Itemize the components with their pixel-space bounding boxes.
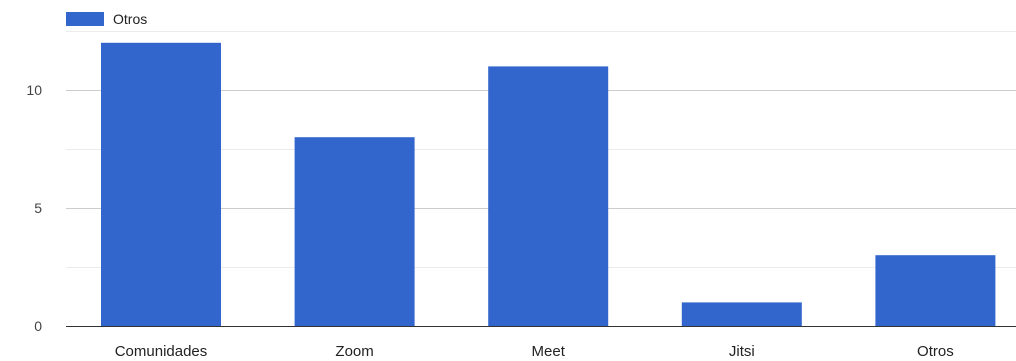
- x-axis-labels: Comunidades Zoom Meet Jitsi Otros: [115, 343, 954, 360]
- y-tick-label: 10: [26, 82, 42, 98]
- y-axis-ticks: 0 5 10: [26, 82, 42, 334]
- y-tick-label: 0: [34, 318, 42, 334]
- bar[interactable]: [101, 42, 221, 327]
- bar[interactable]: [294, 137, 415, 326]
- x-tick-label: Meet: [532, 343, 566, 360]
- x-tick-label: Comunidades: [115, 343, 208, 360]
- bars: [101, 42, 996, 327]
- legend[interactable]: Otros: [66, 11, 147, 27]
- bar[interactable]: [681, 302, 802, 326]
- legend-swatch: [66, 12, 104, 26]
- legend-label: Otros: [113, 11, 147, 27]
- x-tick-label: Jitsi: [729, 343, 755, 360]
- y-tick-label: 5: [34, 200, 42, 216]
- bar[interactable]: [875, 255, 996, 326]
- x-tick-label: Zoom: [335, 343, 373, 360]
- x-tick-label: Otros: [917, 343, 954, 360]
- bar[interactable]: [488, 66, 609, 327]
